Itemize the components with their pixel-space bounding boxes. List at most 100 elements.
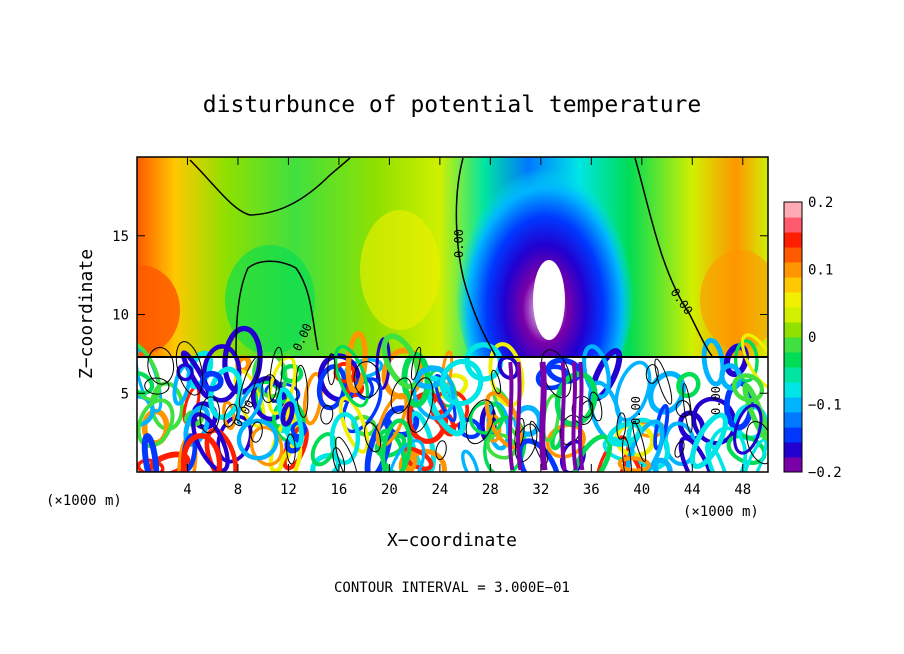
turbulence-eddy [705, 441, 730, 472]
turbulence-eddy [614, 360, 652, 422]
warm-patch-right [700, 250, 768, 350]
turbulence-eddy [731, 373, 765, 403]
colorbar-swatch [784, 412, 802, 428]
colorbar-swatch [784, 427, 802, 443]
contour-label: 0.00 [629, 396, 643, 425]
x-tick-label: 40 [633, 482, 650, 498]
turbulence-eddy [676, 371, 701, 399]
turbulence-eddy [380, 418, 412, 472]
turbulence-eddy [345, 330, 368, 394]
turbulence-contour [589, 391, 603, 422]
red-patch-left [137, 265, 180, 355]
x-tick-label: 12 [280, 482, 297, 498]
plume-streak [571, 361, 578, 471]
colorbar-swatch [784, 367, 802, 383]
turbulence-contour [223, 403, 238, 428]
yellow-region-mid [360, 210, 440, 330]
chart-title: disturbunce of potential temperature [203, 92, 702, 118]
colorbar-swatch [784, 352, 802, 368]
colorbar-tick-label: 0.1 [808, 263, 833, 279]
turbulence-contour [332, 447, 346, 472]
turbulence-eddy [497, 355, 520, 380]
turbulence-eddy [204, 427, 239, 472]
colorbar [783, 201, 803, 473]
turbulence-eddy [141, 433, 160, 472]
colorbar-swatch [784, 382, 802, 398]
turbulence-eddy [691, 396, 737, 446]
turbulence-eddy [236, 418, 279, 461]
turbulence-contour [675, 400, 691, 418]
turbulence-eddy [236, 383, 265, 426]
y-tick-label: 5 [121, 386, 129, 402]
turbulence-eddy [625, 419, 665, 472]
turbulence-contour [435, 440, 447, 461]
plot-area [137, 157, 768, 472]
turbulence-eddy [280, 363, 304, 384]
turbulence-contour [320, 405, 334, 425]
plume-streak [507, 361, 515, 471]
x-axis-ticks: 4 8 12 16 20 24 28 32 36 40 44 48 [183, 157, 751, 498]
turbulence-eddy [439, 358, 484, 407]
colorbar-swatch [784, 322, 802, 338]
turbulence-contour [491, 369, 502, 395]
contour-label: 0.00 [709, 386, 723, 415]
colorbar-swatch [784, 307, 802, 323]
turbulence-contour [632, 420, 647, 462]
x-tick-label: 48 [734, 482, 751, 498]
turbulence-eddy [517, 438, 562, 472]
turbulence-eddy [733, 339, 759, 383]
turbulence-eddy [333, 344, 370, 408]
colorbar-swatch [784, 232, 802, 248]
turbulent-layer [137, 325, 768, 472]
x-axis-label: X−coordinate [387, 530, 517, 551]
turbulence-eddy [485, 432, 517, 460]
plume-streak [560, 361, 567, 471]
x-tick-label: 4 [183, 482, 191, 498]
turbulence-contour [144, 377, 170, 395]
turbulence-eddy [461, 449, 480, 472]
x-tick-label: 16 [330, 482, 347, 498]
plume-streak [516, 361, 523, 471]
turbulence-eddy [701, 337, 726, 387]
turbulence-eddy [137, 370, 155, 396]
turbulence-contour [407, 377, 434, 433]
plume-streak [540, 361, 547, 471]
turbulence-eddy [398, 450, 418, 472]
x-unit-left: (×1000 m) [46, 493, 122, 509]
turbulence-eddy [387, 439, 426, 472]
colorbar-tick-label: −0.2 [808, 465, 842, 481]
turbulence-eddy [381, 333, 421, 390]
turbulence-eddy [338, 396, 370, 454]
y-tick-label: 10 [112, 308, 129, 324]
colorbar-swatch [784, 442, 802, 458]
turbulence-eddy [545, 423, 586, 459]
colorbar-tick-label: 0 [808, 330, 816, 346]
colorbar-tick-label: 0.2 [808, 195, 833, 211]
turbulence-contour [674, 440, 685, 458]
turbulence-contour [410, 346, 422, 381]
colorbar-swatch [784, 337, 802, 353]
turbulence-contour [465, 399, 495, 445]
turbulence-eddy [468, 400, 505, 435]
colorbar-frame [783, 201, 803, 473]
turbulence-eddy [464, 342, 504, 382]
turbulence-eddy [607, 421, 643, 447]
colorbar-tick-label: −0.1 [808, 398, 842, 414]
turbulence-eddy [733, 403, 763, 455]
contour-label: 0.00 [452, 229, 466, 258]
turbulence-contour [147, 347, 175, 385]
turbulence-eddy [647, 370, 686, 415]
colorbar-ticks: 0.2 0.1 0 −0.1 −0.2 [808, 195, 842, 481]
turbulence-contour [175, 341, 204, 396]
turbulence-eddy [364, 417, 394, 472]
colorbar-swatch [784, 277, 802, 293]
turbulence-eddy [653, 403, 670, 451]
turbulence-eddy [617, 456, 651, 472]
contour-zero-top [189, 157, 351, 216]
turbulence-contour [616, 412, 627, 440]
turbulence-contour [327, 353, 336, 386]
turbulence-eddy [740, 333, 768, 391]
contour-zero-plume [455, 157, 496, 356]
plume-core [533, 260, 565, 340]
